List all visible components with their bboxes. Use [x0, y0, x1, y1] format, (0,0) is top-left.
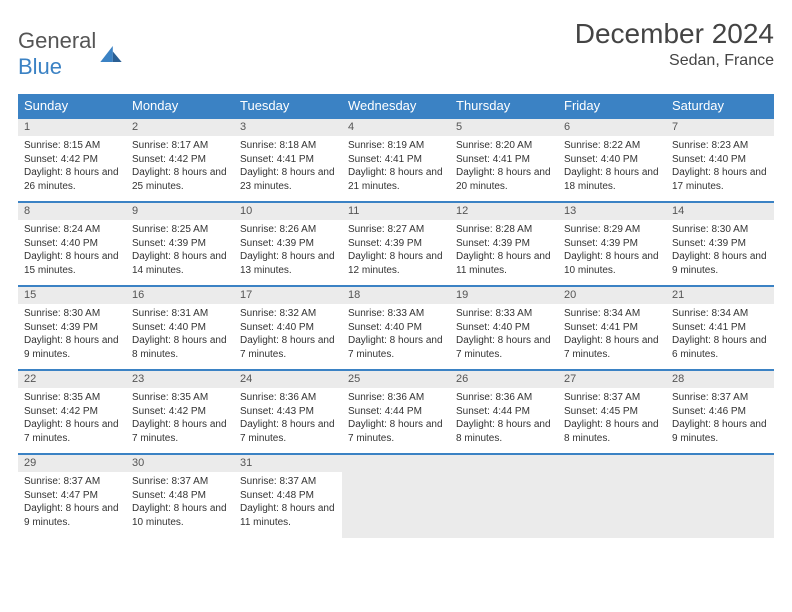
day-content: Sunrise: 8:36 AMSunset: 4:44 PMDaylight:… [342, 388, 450, 454]
day-content: Sunrise: 8:36 AMSunset: 4:43 PMDaylight:… [234, 388, 342, 454]
day-number: 24 [234, 370, 342, 388]
day-content: Sunrise: 8:37 AMSunset: 4:48 PMDaylight:… [234, 472, 342, 538]
daynum-row: 15161718192021 [18, 286, 774, 304]
logo-blue: Blue [18, 54, 62, 79]
day-content: Sunrise: 8:25 AMSunset: 4:39 PMDaylight:… [126, 220, 234, 286]
day-content: Sunrise: 8:29 AMSunset: 4:39 PMDaylight:… [558, 220, 666, 286]
col-monday: Monday [126, 94, 234, 118]
day-content: Sunrise: 8:28 AMSunset: 4:39 PMDaylight:… [450, 220, 558, 286]
day-content: Sunrise: 8:27 AMSunset: 4:39 PMDaylight:… [342, 220, 450, 286]
day-content: Sunrise: 8:23 AMSunset: 4:40 PMDaylight:… [666, 136, 774, 202]
logo-triangle-icon [100, 46, 122, 62]
day-content: Sunrise: 8:36 AMSunset: 4:44 PMDaylight:… [450, 388, 558, 454]
daynum-row: 22232425262728 [18, 370, 774, 388]
content-row: Sunrise: 8:15 AMSunset: 4:42 PMDaylight:… [18, 136, 774, 202]
day-content: Sunrise: 8:37 AMSunset: 4:48 PMDaylight:… [126, 472, 234, 538]
logo-text: General Blue [18, 28, 96, 80]
day-content: Sunrise: 8:20 AMSunset: 4:41 PMDaylight:… [450, 136, 558, 202]
day-number: 2 [126, 118, 234, 136]
day-number: 12 [450, 202, 558, 220]
day-number: 28 [666, 370, 774, 388]
calendar-body: 1234567Sunrise: 8:15 AMSunset: 4:42 PMDa… [18, 118, 774, 538]
day-number: 27 [558, 370, 666, 388]
day-content: Sunrise: 8:37 AMSunset: 4:47 PMDaylight:… [18, 472, 126, 538]
day-number: 8 [18, 202, 126, 220]
day-content: Sunrise: 8:35 AMSunset: 4:42 PMDaylight:… [126, 388, 234, 454]
day-content: Sunrise: 8:30 AMSunset: 4:39 PMDaylight:… [666, 220, 774, 286]
day-number: 3 [234, 118, 342, 136]
day-number: 25 [342, 370, 450, 388]
day-number: 16 [126, 286, 234, 304]
daynum-row: 891011121314 [18, 202, 774, 220]
logo: General Blue [18, 28, 122, 80]
col-sunday: Sunday [18, 94, 126, 118]
day-content [666, 472, 774, 538]
day-content: Sunrise: 8:34 AMSunset: 4:41 PMDaylight:… [558, 304, 666, 370]
day-number: 7 [666, 118, 774, 136]
day-number: 20 [558, 286, 666, 304]
day-number: 1 [18, 118, 126, 136]
col-friday: Friday [558, 94, 666, 118]
day-content: Sunrise: 8:24 AMSunset: 4:40 PMDaylight:… [18, 220, 126, 286]
day-number: 29 [18, 454, 126, 472]
day-content: Sunrise: 8:19 AMSunset: 4:41 PMDaylight:… [342, 136, 450, 202]
day-number: 19 [450, 286, 558, 304]
month-title: December 2024 [575, 18, 774, 50]
col-thursday: Thursday [450, 94, 558, 118]
day-number: 18 [342, 286, 450, 304]
content-row: Sunrise: 8:24 AMSunset: 4:40 PMDaylight:… [18, 220, 774, 286]
day-content: Sunrise: 8:37 AMSunset: 4:45 PMDaylight:… [558, 388, 666, 454]
day-content: Sunrise: 8:32 AMSunset: 4:40 PMDaylight:… [234, 304, 342, 370]
day-number: 13 [558, 202, 666, 220]
day-number: 9 [126, 202, 234, 220]
content-row: Sunrise: 8:35 AMSunset: 4:42 PMDaylight:… [18, 388, 774, 454]
content-row: Sunrise: 8:37 AMSunset: 4:47 PMDaylight:… [18, 472, 774, 538]
location: Sedan, France [575, 52, 774, 70]
day-number: 10 [234, 202, 342, 220]
day-number: 17 [234, 286, 342, 304]
day-content [450, 472, 558, 538]
day-number: 15 [18, 286, 126, 304]
day-content: Sunrise: 8:33 AMSunset: 4:40 PMDaylight:… [342, 304, 450, 370]
day-content: Sunrise: 8:35 AMSunset: 4:42 PMDaylight:… [18, 388, 126, 454]
daynum-row: 1234567 [18, 118, 774, 136]
day-number [666, 454, 774, 472]
day-content: Sunrise: 8:26 AMSunset: 4:39 PMDaylight:… [234, 220, 342, 286]
col-saturday: Saturday [666, 94, 774, 118]
day-content: Sunrise: 8:30 AMSunset: 4:39 PMDaylight:… [18, 304, 126, 370]
content-row: Sunrise: 8:30 AMSunset: 4:39 PMDaylight:… [18, 304, 774, 370]
col-tuesday: Tuesday [234, 94, 342, 118]
header: General Blue December 2024 Sedan, France [18, 18, 774, 80]
day-content [342, 472, 450, 538]
col-wednesday: Wednesday [342, 94, 450, 118]
header-row: Sunday Monday Tuesday Wednesday Thursday… [18, 94, 774, 118]
day-content: Sunrise: 8:17 AMSunset: 4:42 PMDaylight:… [126, 136, 234, 202]
day-content: Sunrise: 8:31 AMSunset: 4:40 PMDaylight:… [126, 304, 234, 370]
day-content: Sunrise: 8:37 AMSunset: 4:46 PMDaylight:… [666, 388, 774, 454]
day-number: 6 [558, 118, 666, 136]
day-number: 22 [18, 370, 126, 388]
day-content [558, 472, 666, 538]
day-number: 26 [450, 370, 558, 388]
calendar-table: Sunday Monday Tuesday Wednesday Thursday… [18, 94, 774, 538]
day-number: 23 [126, 370, 234, 388]
day-content: Sunrise: 8:15 AMSunset: 4:42 PMDaylight:… [18, 136, 126, 202]
day-number: 31 [234, 454, 342, 472]
day-number: 5 [450, 118, 558, 136]
day-content: Sunrise: 8:18 AMSunset: 4:41 PMDaylight:… [234, 136, 342, 202]
day-number: 11 [342, 202, 450, 220]
day-number [342, 454, 450, 472]
day-number [450, 454, 558, 472]
day-content: Sunrise: 8:34 AMSunset: 4:41 PMDaylight:… [666, 304, 774, 370]
logo-general: General [18, 28, 96, 53]
day-content: Sunrise: 8:22 AMSunset: 4:40 PMDaylight:… [558, 136, 666, 202]
day-number: 4 [342, 118, 450, 136]
day-number: 14 [666, 202, 774, 220]
day-number [558, 454, 666, 472]
daynum-row: 293031 [18, 454, 774, 472]
day-number: 21 [666, 286, 774, 304]
day-content: Sunrise: 8:33 AMSunset: 4:40 PMDaylight:… [450, 304, 558, 370]
title-block: December 2024 Sedan, France [575, 18, 774, 70]
day-number: 30 [126, 454, 234, 472]
